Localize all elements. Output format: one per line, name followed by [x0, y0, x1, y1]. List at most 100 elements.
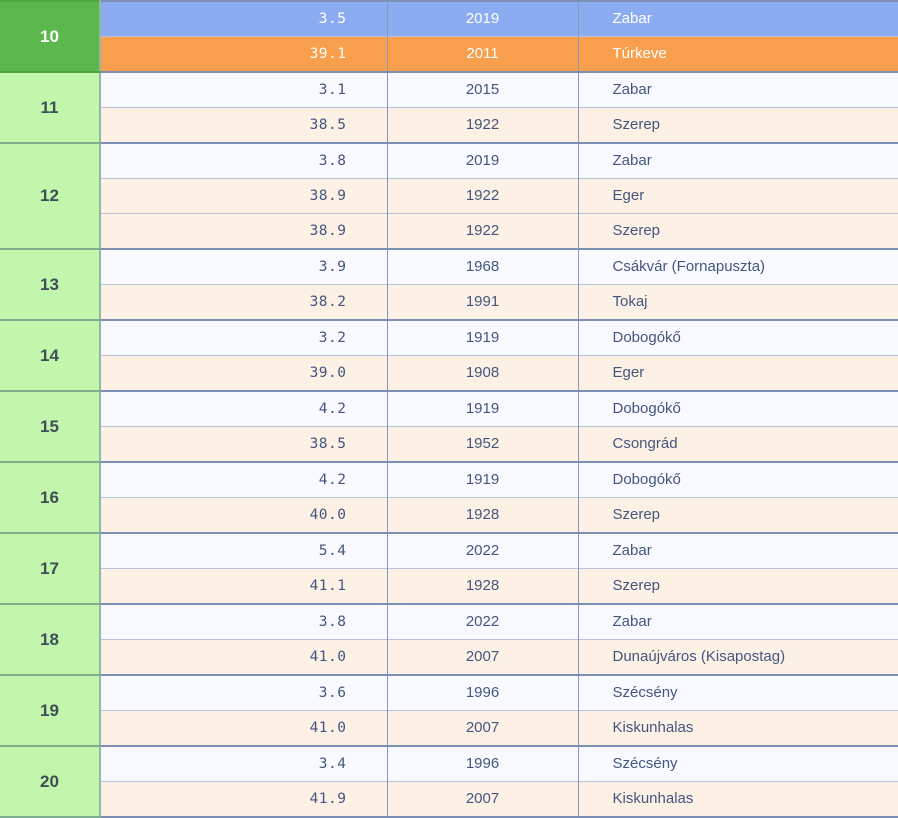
year-cell: 1952 — [387, 426, 579, 462]
place-cell: Dobogókő — [578, 319, 898, 356]
rank-cell: 20 — [0, 745, 101, 818]
table-row: 39.0 1908 Eger — [0, 355, 898, 391]
table-row: 38.9 1922 Eger — [0, 178, 898, 214]
year-cell: 2007 — [387, 781, 579, 818]
year-cell: 1922 — [387, 178, 579, 214]
place-cell: Zabar — [578, 532, 898, 569]
value-cell: 38.9 — [100, 178, 388, 214]
table-row: 39.1 2011 Túrkeve — [0, 36, 898, 72]
year-cell: 2022 — [387, 532, 579, 569]
place-cell: Kiskunhalas — [578, 781, 898, 818]
table-row: 10 3.5 2019 Zabar — [0, 0, 898, 73]
value-cell: 3.2 — [100, 319, 388, 356]
value-cell: 38.9 — [100, 213, 388, 249]
value-cell: 38.2 — [100, 284, 388, 320]
place-cell: Dobogókő — [578, 461, 898, 498]
year-cell: 1919 — [387, 461, 579, 498]
place-cell: Szécsény — [578, 745, 898, 782]
place-cell: Dunaújváros (Kisapostag) — [578, 639, 898, 675]
value-cell: 3.1 — [100, 71, 388, 108]
table-row: 41.1 1928 Szerep — [0, 568, 898, 604]
year-cell: 1919 — [387, 390, 579, 427]
place-cell: Zabar — [578, 603, 898, 640]
place-cell: Dobogókő — [578, 390, 898, 427]
place-cell: Szerep — [578, 107, 898, 143]
rank-cell: 14 — [0, 319, 101, 392]
table-row: 11 3.1 2015 Zabar — [0, 71, 898, 144]
place-cell: Szerep — [578, 568, 898, 604]
year-cell: 1996 — [387, 674, 579, 711]
place-cell: Csongrád — [578, 426, 898, 462]
place-cell: Szécsény — [578, 674, 898, 711]
value-cell: 3.4 — [100, 745, 388, 782]
year-cell: 1922 — [387, 213, 579, 249]
value-cell: 4.2 — [100, 390, 388, 427]
place-cell: Tokaj — [578, 284, 898, 320]
rank-cell: 12 — [0, 142, 101, 250]
table-row: 38.9 1922 Szerep — [0, 213, 898, 249]
place-cell: Eger — [578, 355, 898, 391]
table-row: 41.9 2007 Kiskunhalas — [0, 781, 898, 818]
year-cell: 2019 — [387, 142, 579, 179]
rank-cell: 17 — [0, 532, 101, 605]
table-row: 41.0 2007 Dunaújváros (Kisapostag) — [0, 639, 898, 675]
year-cell: 2007 — [387, 639, 579, 675]
value-cell: 41.1 — [100, 568, 388, 604]
table-row: 19 3.6 1996 Szécsény — [0, 674, 898, 747]
place-cell: Eger — [578, 178, 898, 214]
place-cell: Túrkeve — [578, 36, 898, 72]
table-row: 38.5 1952 Csongrád — [0, 426, 898, 462]
rank-cell: 19 — [0, 674, 101, 747]
value-cell: 41.0 — [100, 639, 388, 675]
year-cell: 1991 — [387, 284, 579, 320]
table-row: 15 4.2 1919 Dobogókő — [0, 390, 898, 463]
place-cell: Kiskunhalas — [578, 710, 898, 746]
value-cell: 3.8 — [100, 603, 388, 640]
rank-cell: 13 — [0, 248, 101, 321]
year-cell: 1908 — [387, 355, 579, 391]
year-cell: 1928 — [387, 497, 579, 533]
year-cell: 2015 — [387, 71, 579, 108]
value-cell: 41.9 — [100, 781, 388, 818]
value-cell: 4.2 — [100, 461, 388, 498]
value-cell: 5.4 — [100, 532, 388, 569]
table-row: 16 4.2 1919 Dobogókő — [0, 461, 898, 534]
place-cell: Zabar — [578, 142, 898, 179]
year-cell: 1996 — [387, 745, 579, 782]
value-cell: 40.0 — [100, 497, 388, 533]
rank-cell: 11 — [0, 71, 101, 144]
year-cell: 1928 — [387, 568, 579, 604]
rank-cell: 18 — [0, 603, 101, 676]
value-cell: 3.9 — [100, 248, 388, 285]
year-cell: 2011 — [387, 36, 579, 72]
table-row: 38.5 1922 Szerep — [0, 107, 898, 143]
year-cell: 1919 — [387, 319, 579, 356]
year-cell: 1968 — [387, 248, 579, 285]
place-cell: Szerep — [578, 213, 898, 249]
table-row: 41.0 2007 Kiskunhalas — [0, 710, 898, 746]
value-cell: 3.6 — [100, 674, 388, 711]
place-cell: Szerep — [578, 497, 898, 533]
rank-cell: 15 — [0, 390, 101, 463]
year-cell: 2007 — [387, 710, 579, 746]
table-row: 18 3.8 2022 Zabar — [0, 603, 898, 676]
value-cell: 39.0 — [100, 355, 388, 391]
value-cell: 38.5 — [100, 426, 388, 462]
place-cell: Csákvár (Fornapuszta) — [578, 248, 898, 285]
table-row: 20 3.4 1996 Szécsény — [0, 745, 898, 818]
table-row: 17 5.4 2022 Zabar — [0, 532, 898, 605]
value-cell: 39.1 — [100, 36, 388, 72]
table-row: 14 3.2 1919 Dobogókő — [0, 319, 898, 392]
table-row: 13 3.9 1968 Csákvár (Fornapuszta) — [0, 248, 898, 321]
year-cell: 1922 — [387, 107, 579, 143]
year-cell: 2022 — [387, 603, 579, 640]
table-row: 38.2 1991 Tokaj — [0, 284, 898, 320]
value-cell: 3.8 — [100, 142, 388, 179]
place-cell: Zabar — [578, 71, 898, 108]
value-cell: 41.0 — [100, 710, 388, 746]
value-cell: 3.5 — [100, 0, 388, 37]
year-cell: 2019 — [387, 0, 579, 37]
rank-cell: 16 — [0, 461, 101, 534]
